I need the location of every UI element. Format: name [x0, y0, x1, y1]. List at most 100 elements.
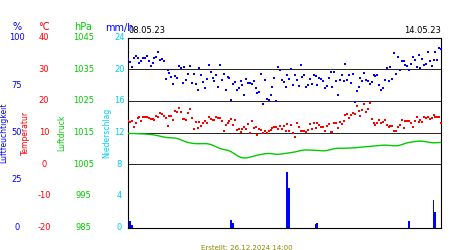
Point	[385, 79, 392, 83]
Point	[299, 75, 306, 79]
Point	[387, 124, 394, 128]
Point	[125, 119, 132, 123]
Point	[237, 130, 244, 134]
Point	[149, 117, 156, 121]
Point	[323, 84, 330, 88]
Point	[359, 79, 366, 83]
Point	[430, 58, 437, 62]
Point	[436, 46, 443, 50]
Point	[299, 129, 306, 133]
Point	[364, 107, 372, 111]
Point	[398, 59, 405, 63]
Bar	[408, 221, 410, 228]
Point	[261, 78, 269, 82]
Point	[134, 116, 141, 120]
Point	[186, 64, 194, 68]
Bar	[432, 200, 434, 228]
Text: Erstellt: 26.12.2024 14:00: Erstellt: 26.12.2024 14:00	[201, 244, 293, 250]
Point	[344, 78, 351, 82]
Point	[325, 122, 332, 126]
Point	[315, 76, 323, 80]
Point	[432, 115, 439, 119]
Point	[130, 56, 137, 60]
Point	[207, 117, 214, 121]
Point	[389, 124, 396, 128]
Point	[320, 78, 327, 82]
Text: -10: -10	[37, 191, 51, 200]
Text: 1035: 1035	[73, 65, 94, 74]
Point	[366, 82, 373, 86]
Point	[244, 81, 252, 85]
Point	[340, 78, 347, 82]
Point	[224, 121, 231, 125]
Point	[336, 78, 343, 82]
Point	[351, 100, 359, 104]
Point	[196, 66, 203, 70]
Text: 0: 0	[41, 160, 47, 169]
Point	[411, 58, 418, 62]
Point	[297, 63, 304, 67]
Point	[318, 126, 325, 130]
Point	[235, 86, 243, 90]
Text: 08.05.23: 08.05.23	[128, 26, 165, 35]
Point	[215, 85, 222, 89]
Point	[398, 118, 405, 122]
Point	[327, 70, 334, 73]
Point	[151, 56, 158, 60]
Point	[428, 64, 435, 68]
Text: 20: 20	[39, 96, 50, 105]
Text: Luftdruck: Luftdruck	[58, 114, 67, 151]
Point	[263, 131, 270, 135]
Text: 25: 25	[12, 176, 22, 184]
Point	[305, 83, 312, 87]
Point	[378, 121, 385, 125]
Text: 0: 0	[117, 223, 122, 232]
Point	[389, 77, 396, 81]
Point	[205, 63, 212, 67]
Text: 1045: 1045	[73, 33, 94, 42]
Point	[346, 72, 353, 76]
Point	[138, 119, 145, 123]
Point	[248, 119, 256, 123]
Point	[405, 120, 413, 124]
Point	[370, 73, 377, 77]
Point	[430, 113, 437, 117]
Point	[220, 72, 227, 76]
Point	[321, 86, 328, 90]
Point	[263, 97, 270, 101]
Point	[228, 98, 235, 102]
Point	[237, 79, 244, 83]
Text: 75: 75	[12, 80, 22, 90]
Point	[179, 117, 186, 121]
Point	[293, 121, 301, 125]
Text: 14.05.23: 14.05.23	[404, 26, 441, 35]
Point	[308, 127, 315, 131]
Text: 0: 0	[14, 223, 20, 232]
Point	[125, 57, 132, 61]
Point	[155, 115, 162, 119]
Point	[417, 118, 424, 122]
Point	[360, 71, 368, 75]
Text: %: %	[13, 22, 22, 32]
Point	[267, 128, 274, 132]
Point	[213, 115, 220, 119]
Point	[333, 79, 340, 83]
Point	[138, 59, 145, 63]
Point	[385, 124, 392, 128]
Point	[278, 127, 285, 131]
Point	[153, 56, 160, 60]
Point	[411, 119, 418, 123]
Point	[302, 86, 310, 89]
Point	[183, 78, 190, 82]
Point	[203, 122, 211, 126]
Text: 16: 16	[114, 96, 125, 105]
Point	[334, 93, 342, 97]
Point	[213, 73, 220, 77]
Point	[164, 124, 171, 128]
Point	[353, 104, 360, 108]
Point	[171, 74, 179, 78]
Point	[347, 81, 355, 85]
Point	[231, 80, 239, 84]
Point	[261, 129, 269, 133]
Text: °C: °C	[38, 22, 50, 32]
